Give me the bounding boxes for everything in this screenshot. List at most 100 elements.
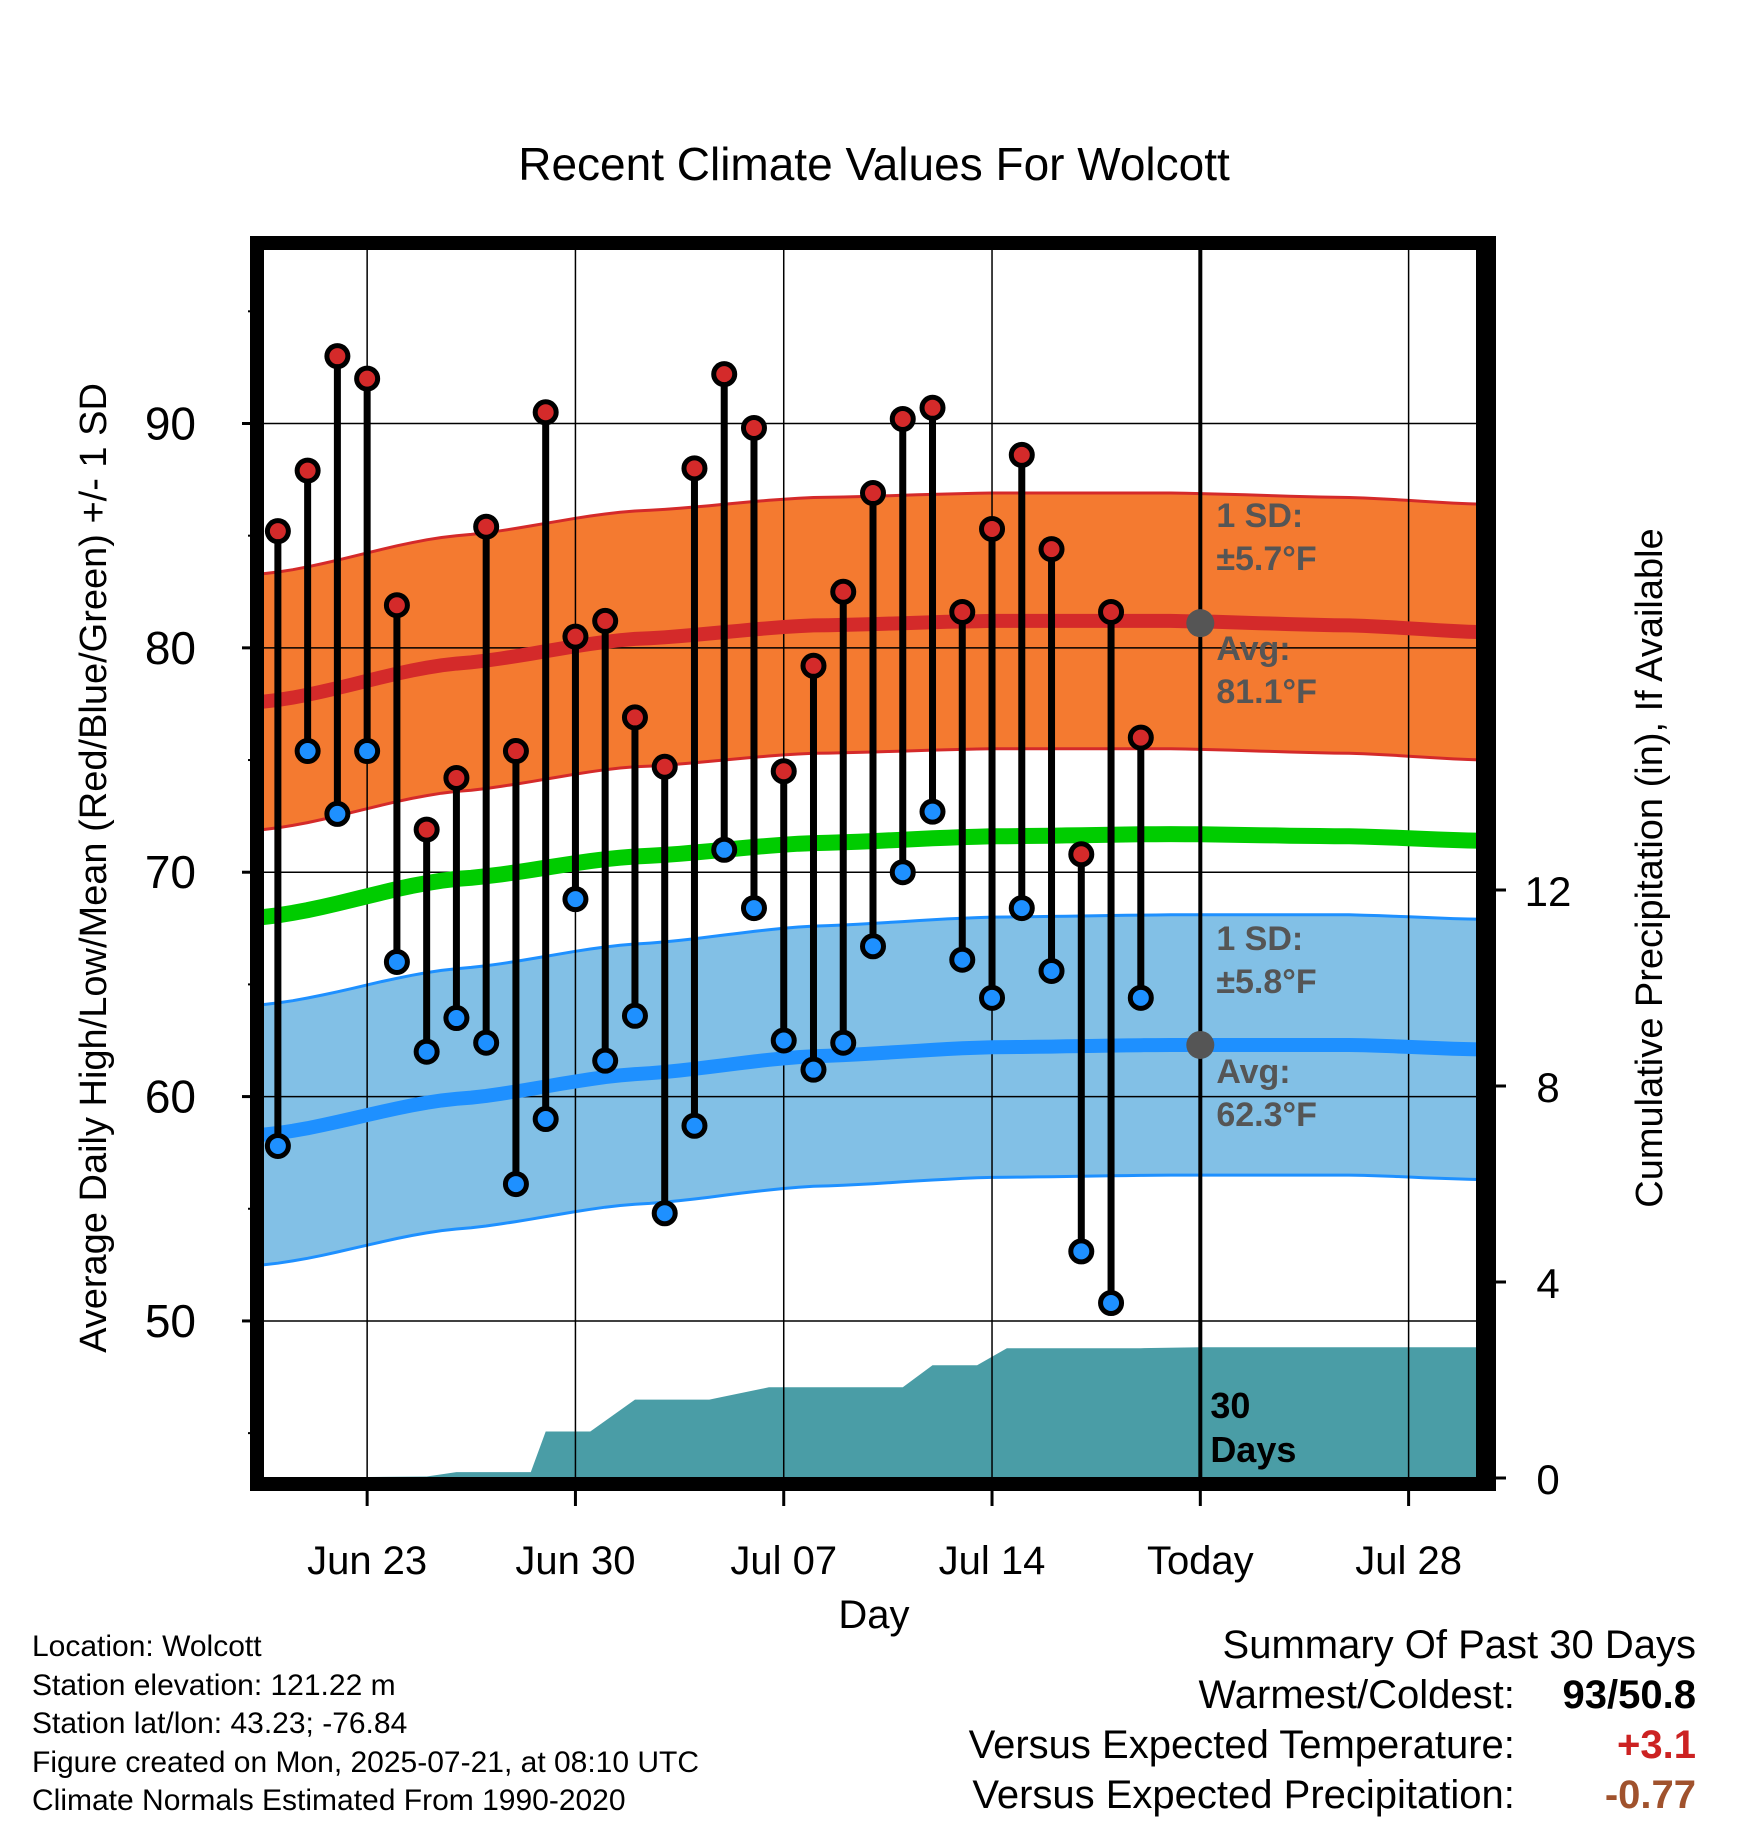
location-text: Location: Wolcott: [32, 1630, 262, 1663]
daily-high-point: [592, 607, 619, 634]
daily-low-point: [1008, 895, 1035, 922]
daily-low-point: [711, 836, 738, 863]
today-days-word: Days: [1210, 1429, 1296, 1470]
daily-high-point: [949, 598, 976, 625]
x-tick-label-1: Jun 30: [515, 1539, 635, 1583]
daily-low-point: [681, 1112, 708, 1139]
low-avg-marker: [1186, 1030, 1215, 1059]
station-info: Location: Wolcott Station elevation: 121…: [32, 1628, 892, 1821]
daily-low-point: [770, 1027, 797, 1054]
daily-high-point: [860, 480, 886, 507]
low-avg-value: 62.3°F: [1216, 1096, 1317, 1134]
latlon-text: Station lat/lon: 43.23; -76.84: [32, 1707, 408, 1740]
daily-high-point: [354, 365, 381, 392]
daily-low-point: [1127, 984, 1154, 1011]
daily-low-point: [830, 1029, 857, 1056]
daily-high-point: [889, 406, 916, 433]
high-avg-label: Avg:: [1216, 630, 1290, 668]
x-tick-label-5: Jul 28: [1355, 1539, 1462, 1583]
y2-tick-label-12: 12: [1525, 868, 1572, 915]
daily-low-point: [562, 886, 589, 913]
daily-high-point: [562, 623, 589, 650]
x-tick-label-4: Today: [1147, 1539, 1254, 1583]
daily-low-point: [502, 1171, 529, 1198]
low-sd-value: ±5.8°F: [1216, 963, 1316, 1001]
normal-low-line: [262, 1038, 1484, 1142]
low-sd-lower-line: [262, 1173, 1484, 1267]
y2-tick-label-4: 4: [1536, 1260, 1559, 1307]
high-sd-label: 1 SD:: [1216, 497, 1303, 535]
daily-high-point: [1068, 841, 1095, 868]
precip-value: -0.77: [1604, 1773, 1696, 1817]
daily-low-point: [740, 895, 767, 922]
x-tick-label-2: Jul 07: [730, 1539, 837, 1583]
summary-warmest-row: Warmest/Coldest: 93/50.8: [876, 1670, 1697, 1720]
plot-area: 1 SD: ±5.7°F Avg: 81.1°F 1 SD: ±5.8°F Avg: 62.3…: [262, 244, 1484, 1478]
daily-low-point: [354, 738, 381, 765]
summary-temp-row: Versus Expected Temperature: +3.1: [876, 1720, 1696, 1770]
daily-high-point: [621, 704, 648, 731]
y-tick-label-60: 60: [145, 1071, 196, 1123]
normals-text: Climate Normals Estimated From 1990-2020: [32, 1784, 626, 1817]
low-sd-band: [263, 914, 1483, 1265]
daily-low-point: [1038, 957, 1065, 984]
daily-low-point: [532, 1106, 559, 1133]
y-axis-title: Average Daily High/Low/Mean (Red/Blue/Gr…: [73, 383, 115, 1353]
y2-tick-label-8: 8: [1536, 1064, 1559, 1111]
chart-title: Recent Climate Values For Wolcott: [518, 138, 1230, 190]
precip-area: [263, 1347, 1483, 1478]
daily-high-point: [1038, 536, 1065, 563]
x-axis-title: Day: [838, 1593, 909, 1637]
daily-high-point: [1008, 441, 1035, 468]
summary-panel: Summary Of Past 30 Days Warmest/Coldest:…: [876, 1620, 1696, 1820]
daily-high-point: [294, 457, 321, 484]
today-days-number: 30: [1210, 1385, 1250, 1426]
warmest-coldest-value: 93/50.8: [1526, 1670, 1696, 1720]
daily-low-point: [979, 984, 1006, 1011]
warmest-value: 93: [1562, 1673, 1608, 1717]
daily-low-point: [919, 798, 946, 825]
y-tick-label-50: 50: [145, 1295, 196, 1347]
daily-high-point: [651, 753, 678, 780]
daily-low-point: [413, 1038, 440, 1065]
daily-high-point: [740, 414, 767, 441]
daily-low-point: [949, 946, 976, 973]
daily-low-point: [294, 738, 321, 765]
daily-high-point: [919, 394, 946, 421]
high-avg-value: 81.1°F: [1216, 673, 1317, 711]
created-text: Figure created on Mon, 2025-07-21, at 08…: [32, 1745, 700, 1779]
daily-low-point: [860, 933, 886, 960]
daily-high-point: [711, 361, 738, 388]
daily-low-point: [1068, 1238, 1095, 1265]
daily-high-point: [1098, 598, 1125, 625]
y-tick-label-70: 70: [145, 846, 196, 898]
daily-high-point: [800, 652, 827, 679]
y2-axis-title: Cumulative Precipitation (in), If Availa…: [1629, 528, 1671, 1207]
daily-low-point: [1098, 1289, 1125, 1316]
daily-high-point: [264, 518, 291, 545]
low-avg-label: Avg:: [1216, 1053, 1290, 1091]
daily-high-point: [473, 513, 500, 540]
daily-high-point: [383, 592, 410, 619]
daily-low-point: [621, 1002, 648, 1029]
daily-low-point: [264, 1132, 291, 1159]
daily-high-point: [532, 399, 559, 426]
daily-low-point: [651, 1200, 678, 1227]
summary-precip-row: Versus Expected Precipitation: -0.77: [876, 1770, 1696, 1820]
daily-low-point: [473, 1029, 500, 1056]
precip-label: Versus Expected Precipitation:: [972, 1773, 1515, 1817]
x-tick-label-0: Jun 23: [307, 1539, 427, 1583]
daily-low-point: [592, 1047, 619, 1074]
daily-high-point: [770, 758, 797, 785]
daily-low-point: [889, 859, 916, 886]
daily-low-point: [324, 800, 351, 827]
y2-tick-label-0: 0: [1536, 1456, 1559, 1503]
axes: 50 60 70 80 90 0 4 8 12 Jun 23 Jun 30 Jul 07 Jul 14 T…: [73, 236, 1671, 1637]
daily-low-point: [800, 1056, 827, 1083]
warmest-label: Warmest/Coldest:: [1198, 1673, 1515, 1717]
coldest-value: 50.8: [1618, 1673, 1696, 1717]
daily-high-point: [979, 515, 1006, 542]
daily-high-point: [413, 816, 440, 843]
low-sd-label: 1 SD:: [1216, 920, 1303, 958]
